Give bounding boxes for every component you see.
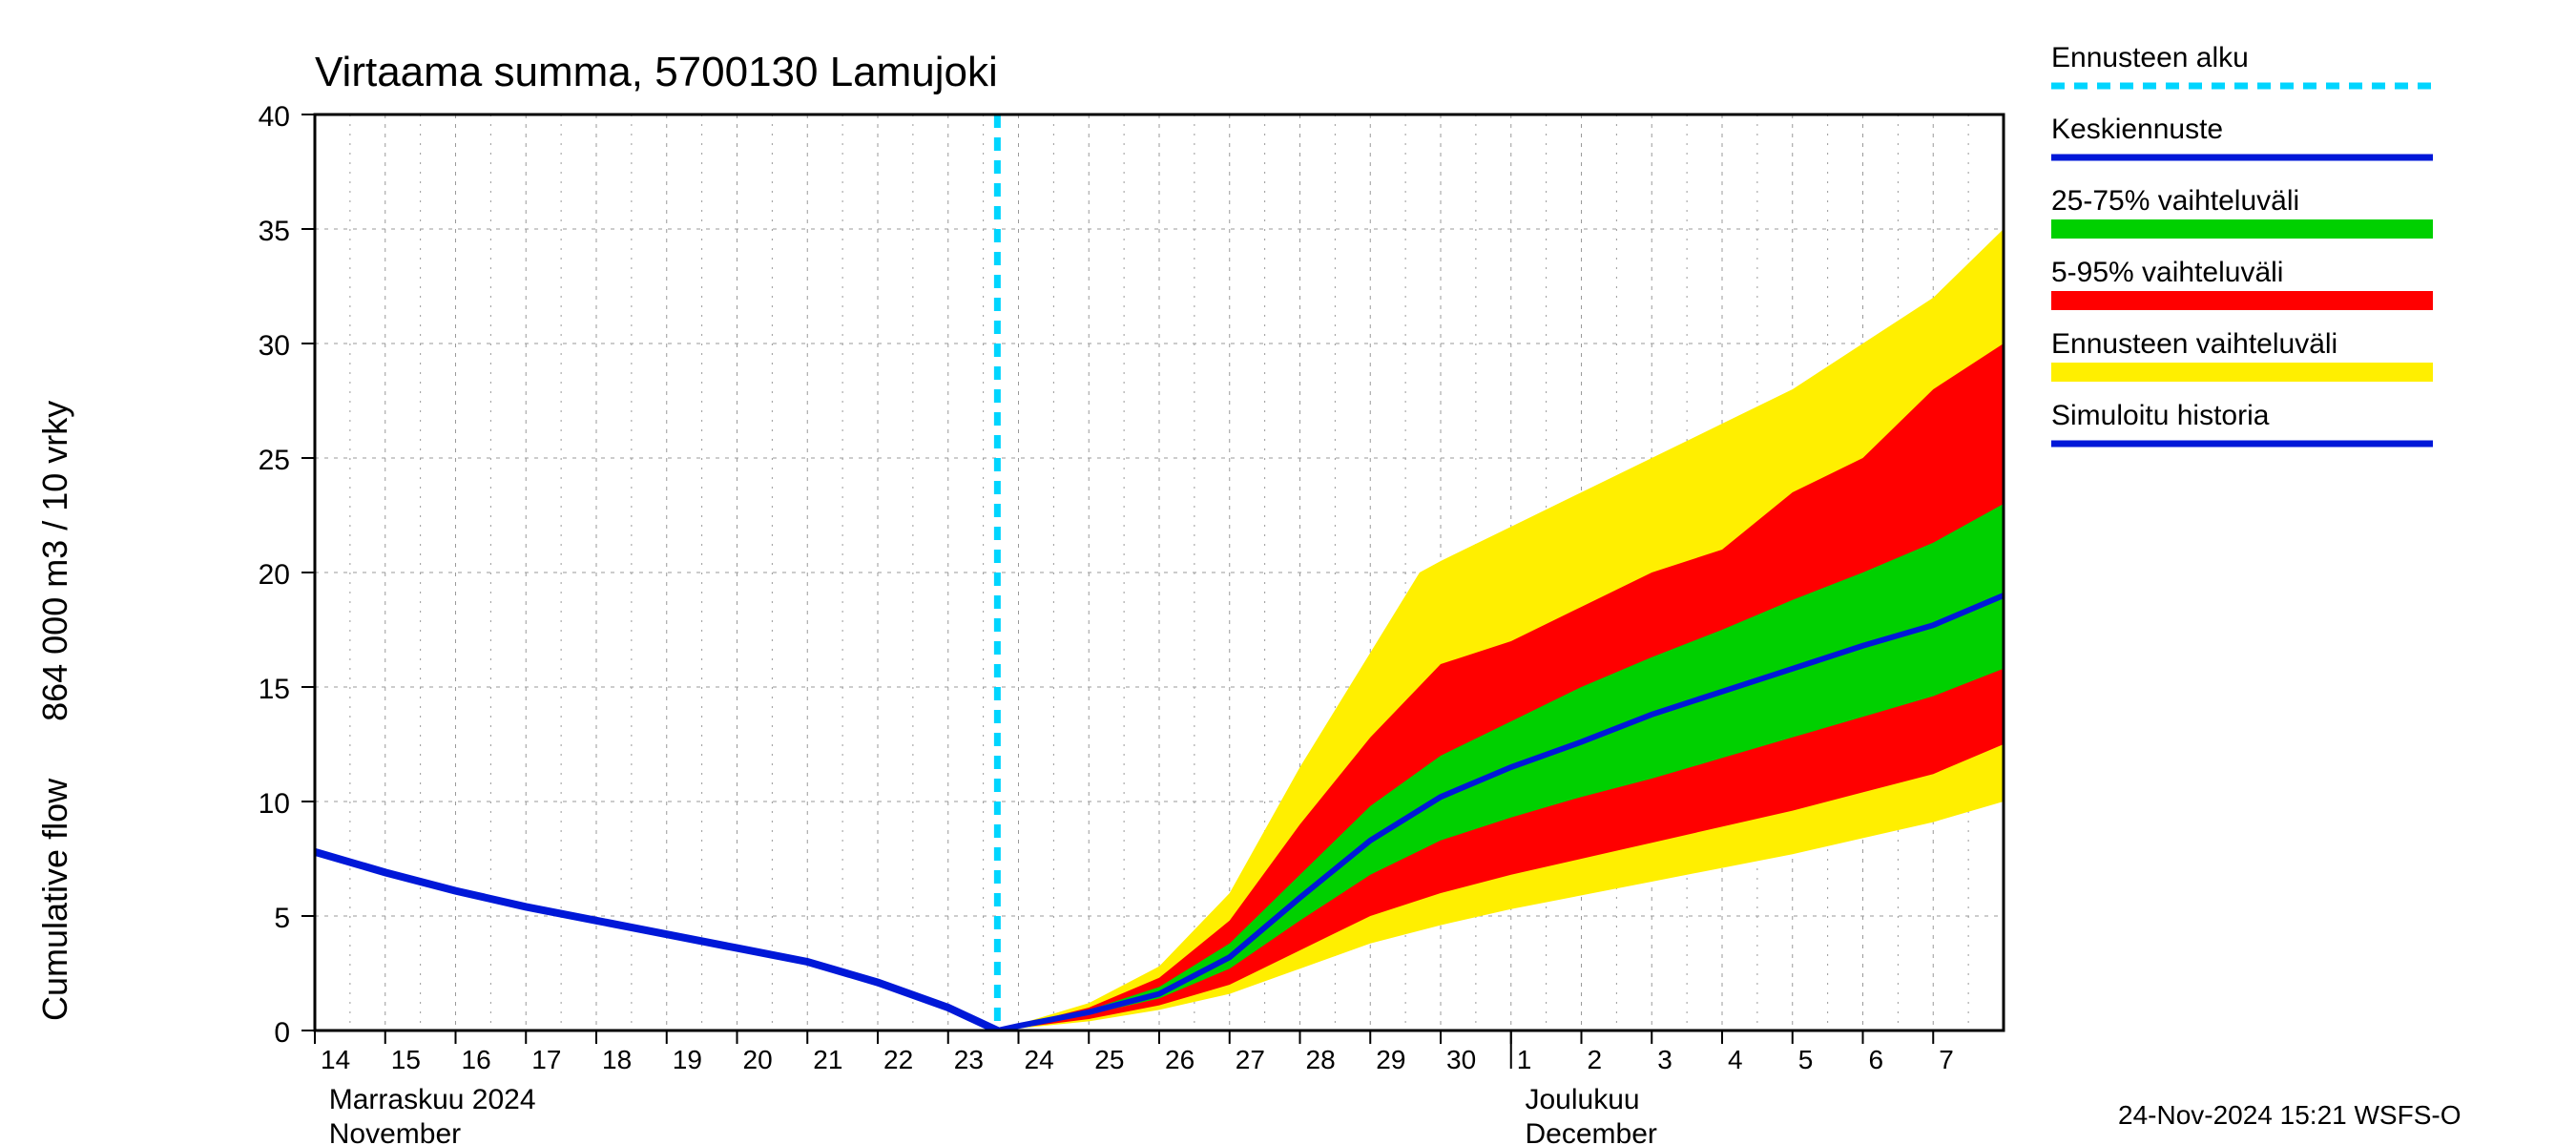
x-tick-label: 26 [1165, 1045, 1195, 1074]
legend-swatch [2051, 219, 2433, 239]
y-tick-label: 0 [274, 1017, 290, 1049]
x-tick-label: 15 [391, 1045, 421, 1074]
x-tick-label: 4 [1728, 1045, 1743, 1074]
legend-swatch [2051, 291, 2433, 310]
x-tick-label: 23 [954, 1045, 984, 1074]
chart-footer-timestamp: 24-Nov-2024 15:21 WSFS-O [2118, 1100, 2462, 1130]
y-tick-label: 25 [259, 445, 290, 476]
month-label: December [1526, 1118, 1657, 1145]
legend-label: Keskiennuste [2051, 114, 2223, 145]
x-tick-label: 27 [1236, 1045, 1265, 1074]
x-tick-label: 30 [1446, 1045, 1476, 1074]
month-label: Joulukuu [1526, 1084, 1640, 1115]
legend-label: 25-75% vaihteluväli [2051, 185, 2299, 217]
y-tick-label: 30 [259, 330, 290, 362]
x-tick-label: 3 [1657, 1045, 1672, 1074]
y-axis-label: Cumulative flow864 000 m3 / 10 vrky [35, 401, 74, 1021]
legend-label: Simuloitu historia [2051, 400, 2270, 431]
x-tick-label: 24 [1025, 1045, 1054, 1074]
y-tick-label: 35 [259, 216, 290, 247]
y-tick-label: 40 [259, 101, 290, 133]
x-tick-label: 16 [462, 1045, 491, 1074]
x-tick-label: 1 [1517, 1045, 1532, 1074]
month-label: November [329, 1118, 461, 1145]
legend-label: Ennusteen alku [2051, 42, 2249, 73]
legend-label: Ennusteen vaihteluväli [2051, 328, 2337, 360]
legend-swatch [2051, 363, 2433, 382]
y-tick-label: 20 [259, 559, 290, 591]
x-tick-label: 17 [531, 1045, 561, 1074]
legend-label: 5-95% vaihteluväli [2051, 257, 2283, 288]
x-tick-label: 6 [1869, 1045, 1884, 1074]
month-label: Marraskuu 2024 [329, 1084, 536, 1115]
x-tick-label: 28 [1306, 1045, 1336, 1074]
cumulative-flow-chart: 0510152025303540141516171819202122232425… [0, 0, 2576, 1145]
x-tick-label: 18 [602, 1045, 632, 1074]
chart-title: Virtaama summa, 5700130 Lamujoki [315, 49, 998, 95]
x-tick-label: 21 [813, 1045, 842, 1074]
x-tick-label: 22 [883, 1045, 913, 1074]
x-tick-label: 29 [1376, 1045, 1405, 1074]
y-tick-label: 5 [274, 903, 290, 934]
x-tick-label: 20 [743, 1045, 773, 1074]
x-tick-label: 14 [321, 1045, 350, 1074]
x-tick-label: 7 [1939, 1045, 1954, 1074]
y-tick-label: 10 [259, 788, 290, 820]
y-tick-label: 15 [259, 674, 290, 705]
x-tick-label: 25 [1094, 1045, 1124, 1074]
x-tick-label: 19 [673, 1045, 702, 1074]
x-tick-label: 2 [1588, 1045, 1603, 1074]
x-tick-label: 5 [1798, 1045, 1814, 1074]
